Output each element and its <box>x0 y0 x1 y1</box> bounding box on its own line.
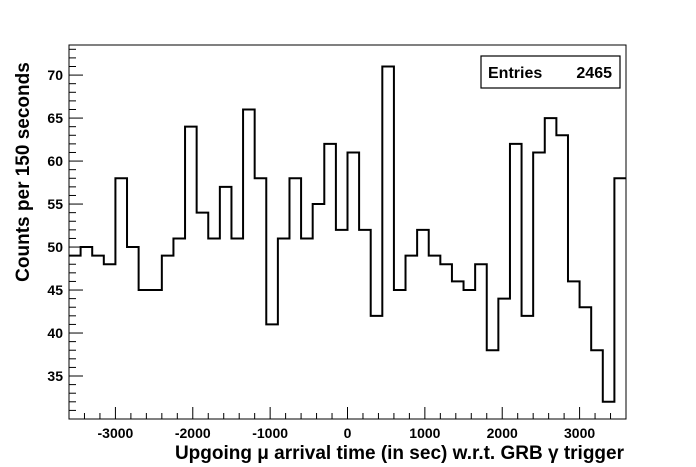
x-tick-label: 1000 <box>409 425 440 441</box>
x-tick-label: -2000 <box>175 425 211 441</box>
stats-box: Entries 2465 <box>480 55 621 89</box>
x-tick-label: -1000 <box>252 425 288 441</box>
y-tick-label: 45 <box>47 282 63 298</box>
x-tick-labels: -3000 -2000 -1000 0 1000 2000 3000 <box>98 425 596 441</box>
y-tick-label: 55 <box>47 196 63 212</box>
x-axis-title: Upgoing μ arrival time (in sec) w.r.t. G… <box>175 443 625 464</box>
axis-ticks <box>69 48 612 420</box>
y-tick-label: 70 <box>47 67 63 83</box>
stats-box-frame <box>480 55 621 89</box>
y-tick-label: 40 <box>47 325 63 341</box>
x-tick-label: 2000 <box>487 425 518 441</box>
stats-entries-label: Entries <box>488 65 542 82</box>
histogram-series <box>69 65 626 403</box>
x-tick-label: 3000 <box>564 425 595 441</box>
y-tick-label: 60 <box>47 153 63 169</box>
y-tick-label: 35 <box>47 368 63 384</box>
y-tick-label: 65 <box>47 110 63 126</box>
x-tick-label: 0 <box>344 425 352 441</box>
stats-entries-value: 2465 <box>576 65 612 82</box>
y-tick-label: 50 <box>47 239 63 255</box>
y-axis-title: Counts per 150 seconds <box>13 62 34 282</box>
y-tick-labels: 35 40 45 50 55 60 65 70 <box>47 67 63 384</box>
x-tick-label: -3000 <box>98 425 134 441</box>
plot-frame <box>68 44 627 420</box>
